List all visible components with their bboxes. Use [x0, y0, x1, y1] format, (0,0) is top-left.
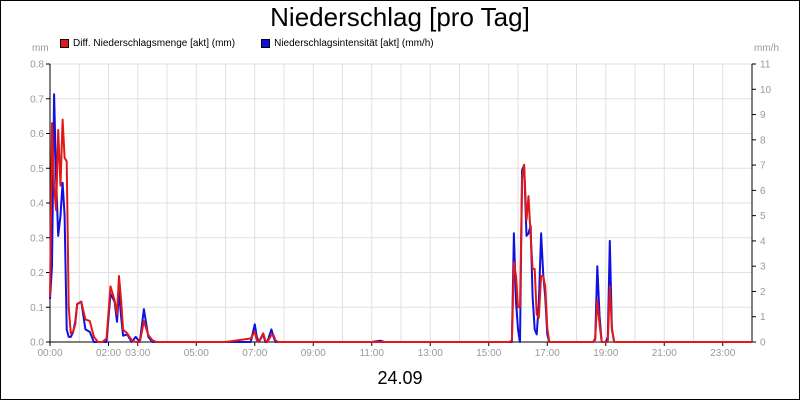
series-lines [49, 93, 752, 343]
y-left-tick-label: 0.1 [30, 303, 44, 314]
legend-label-intensitaet: Niederschlagsintensität [akt] (mm/h) [274, 38, 434, 49]
y-right-tick-label: 3 [760, 262, 766, 273]
x-tick-label: 17:00 [535, 348, 560, 359]
legend-item-intensitaet: Niederschlagsintensität [akt] (mm/h) [261, 38, 434, 49]
y-right-tick-label: 11 [760, 60, 771, 71]
tick-labels: 0.0 0.1 0.2 0.3 0.4 0.5 0.6 0.7 0.8 0 1 2 3 4 5 6 7 8 9 10 1… [30, 60, 771, 360]
y-left-tick-label: 0.2 [30, 268, 44, 279]
y-left-tick-label: 0.5 [30, 164, 44, 175]
y-right-tick-label: 8 [760, 135, 766, 146]
grid [49, 63, 753, 343]
date-label: 24.09 [377, 368, 423, 388]
y-left-tick-label: 0.4 [30, 199, 44, 210]
x-tick-label: 07:00 [242, 348, 267, 359]
x-tick-label: 11:00 [360, 348, 385, 359]
y-left-tick-label: 0.7 [30, 94, 44, 105]
y-right-tick-label: 9 [760, 110, 766, 121]
y-right-tick-label: 4 [760, 236, 766, 247]
y-left-tick-label: 0.0 [30, 338, 44, 349]
legend-label-menge: Diff. Niederschlagsmenge [akt] (mm) [73, 38, 236, 49]
legend-item-menge: Diff. Niederschlagsmenge [akt] (mm) [60, 38, 235, 49]
x-tick-label: 03:00 [125, 348, 150, 359]
y-right-unit: mm/h [754, 43, 779, 54]
y-right-tick-label: 10 [760, 85, 772, 96]
legend-swatch-intensitaet [261, 39, 271, 48]
y-left-tick-label: 0.8 [30, 60, 44, 71]
y-right-tick-label: 2 [760, 287, 766, 298]
series-line-niederschlagsmenge [49, 118, 752, 343]
x-tick-label: 00:00 [37, 348, 62, 359]
legend: Diff. Niederschlagsmenge [akt] (mm) Nied… [60, 38, 434, 49]
y-right-tick-label: 1 [760, 312, 766, 323]
y-left-unit: mm [32, 43, 49, 54]
x-tick-label: 15:00 [476, 348, 501, 359]
x-tick-label: 13:00 [418, 348, 443, 359]
y-left-tick-label: 0.6 [30, 129, 44, 140]
x-tick-label: 05:00 [184, 348, 209, 359]
y-right-tick-label: 0 [760, 338, 766, 349]
x-tick-label: 21:00 [652, 348, 677, 359]
chart-title: Niederschlag [pro Tag] [270, 2, 530, 32]
x-tick-label: 23:00 [710, 348, 735, 359]
y-left-tick-label: 0.3 [30, 233, 44, 244]
y-right-tick-label: 5 [760, 211, 766, 222]
x-tick-label: 09:00 [301, 348, 326, 359]
x-tick-label: 02:00 [96, 348, 121, 359]
legend-swatch-menge [60, 39, 69, 48]
y-right-tick-label: 6 [760, 186, 766, 197]
x-tick-label: 19:00 [593, 348, 618, 359]
y-right-tick-label: 7 [760, 161, 766, 172]
